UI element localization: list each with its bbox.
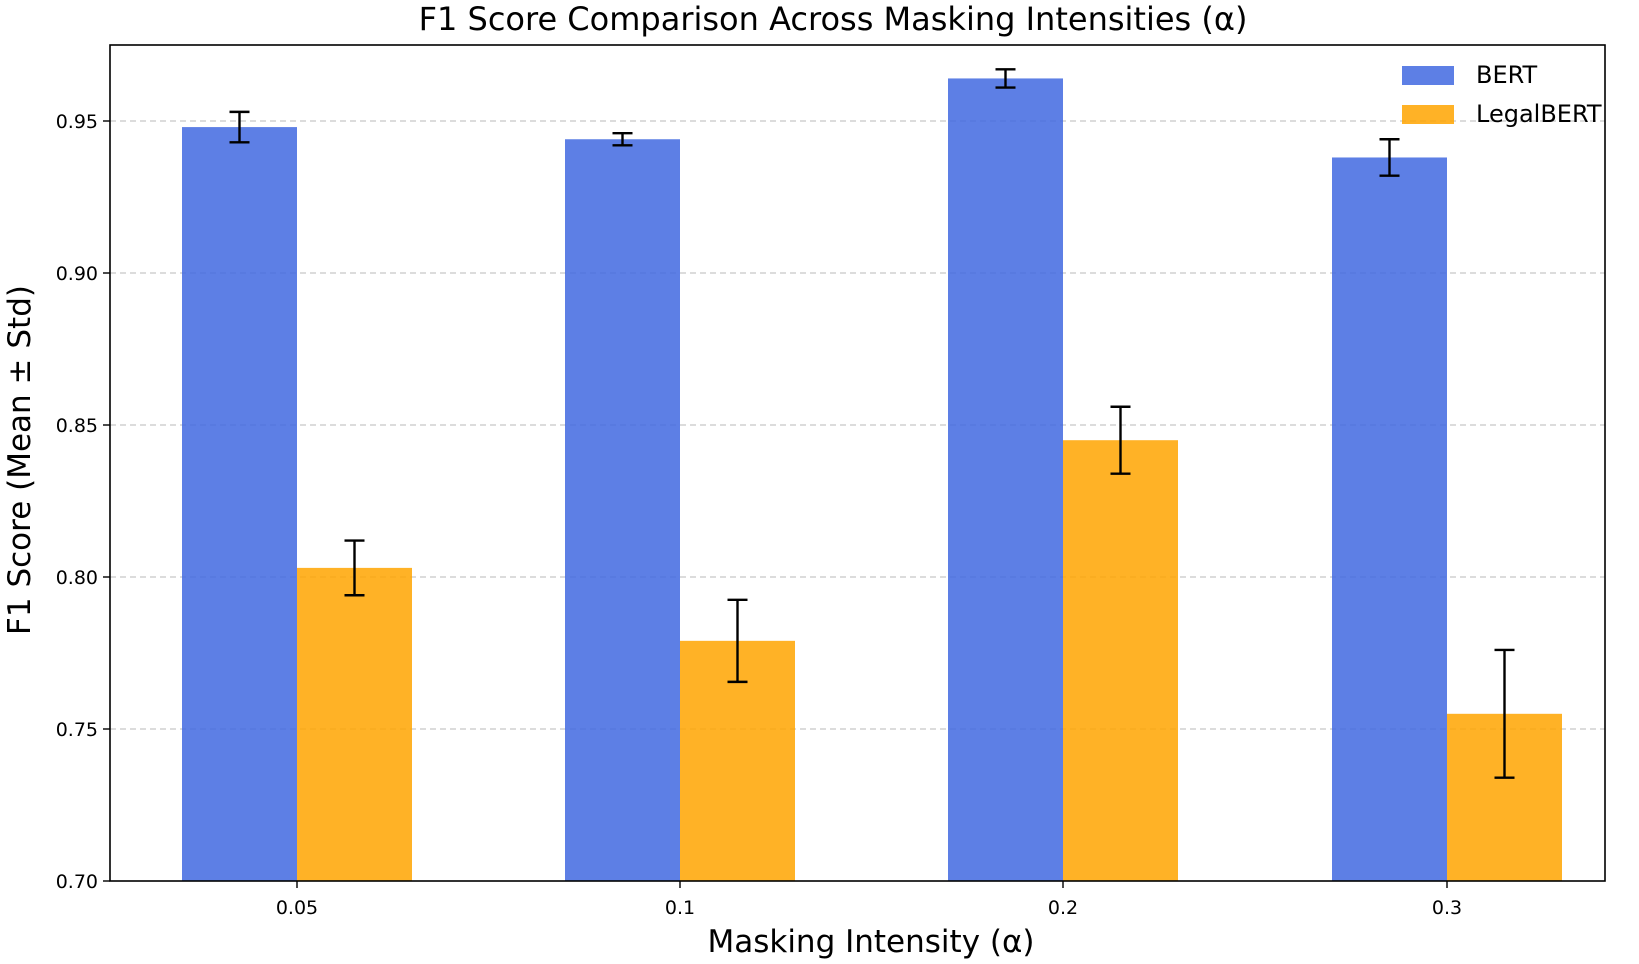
legend-label-bert: BERT bbox=[1476, 61, 1538, 89]
bar-bert-0.3 bbox=[1332, 157, 1447, 882]
legend-label-legalbert: LegalBERT bbox=[1476, 100, 1602, 128]
x-tick-label: 0.2 bbox=[1048, 897, 1078, 919]
x-axis-ticks: 0.05 0.1 0.2 0.3 bbox=[276, 881, 1462, 919]
x-axis-label: Masking Intensity (α) bbox=[707, 924, 1034, 960]
error-bars bbox=[229, 68, 1515, 779]
legend-swatch-bert bbox=[1402, 66, 1454, 85]
legend-swatch-legalbert bbox=[1402, 105, 1454, 124]
bar-series bbox=[182, 78, 1562, 882]
x-tick-label: 0.1 bbox=[665, 897, 695, 919]
x-tick-label: 0.05 bbox=[276, 897, 318, 919]
y-tick-label: 0.70 bbox=[56, 871, 98, 893]
bar-legalbert-0.05 bbox=[297, 567, 412, 881]
plot-frame bbox=[109, 44, 1606, 882]
y-tick-label: 0.85 bbox=[56, 415, 98, 437]
y-axis-ticks: 0.70 0.75 0.80 0.85 0.90 0.95 bbox=[56, 111, 110, 893]
legend: BERT LegalBERT bbox=[1402, 61, 1602, 128]
y-tick-label: 0.80 bbox=[56, 567, 98, 589]
chart-title: F1 Score Comparison Across Masking Inten… bbox=[419, 0, 1248, 38]
y-tick-label: 0.75 bbox=[56, 719, 98, 741]
bar-bert-0.2 bbox=[948, 78, 1063, 881]
y-tick-label: 0.90 bbox=[56, 263, 98, 285]
bar-bert-0.05 bbox=[182, 127, 297, 881]
bar-legalbert-0.2 bbox=[1063, 440, 1178, 881]
bar-bert-0.1 bbox=[565, 139, 680, 882]
x-tick-label: 0.3 bbox=[1432, 897, 1462, 919]
y-tick-label: 0.95 bbox=[56, 111, 98, 133]
y-axis-label: F1 Score (Mean ± Std) bbox=[2, 285, 38, 635]
